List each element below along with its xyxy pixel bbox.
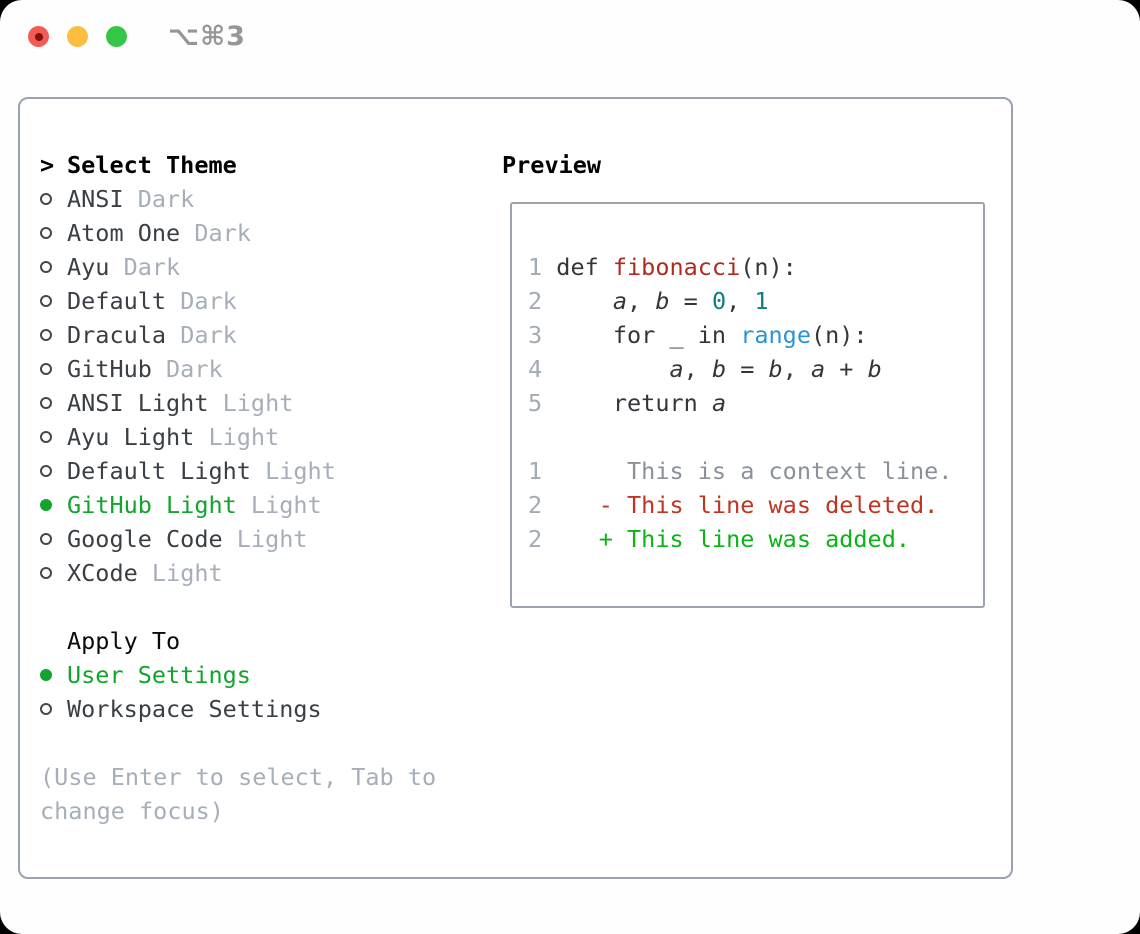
theme-options-list: ANSI Dark Atom One Dark Ayu Dark Default Da… xyxy=(40,182,440,590)
option-variant-label: Dark xyxy=(180,219,251,247)
option-variant-label: Light xyxy=(236,491,322,519)
option-label: XCode xyxy=(67,559,138,587)
select-theme-header: > Select Theme xyxy=(40,148,440,182)
traffic-lights xyxy=(28,26,127,47)
radio-unselected-icon xyxy=(40,329,52,341)
spacer xyxy=(40,590,440,624)
preview-title: Preview xyxy=(502,151,602,179)
option-label: Google Code xyxy=(67,525,223,553)
radio-unselected-icon xyxy=(40,465,52,477)
radio-unselected-icon xyxy=(40,431,52,443)
code-line: 1 This is a context line. xyxy=(528,457,953,485)
radio-unselected-icon xyxy=(40,567,52,579)
minimize-button[interactable] xyxy=(67,26,88,47)
zoom-button[interactable] xyxy=(106,26,127,47)
radio-unselected-icon xyxy=(40,363,52,375)
option-variant-label: Light xyxy=(250,457,336,485)
radio-unselected-icon xyxy=(40,703,52,715)
radio-unselected-icon xyxy=(40,261,52,273)
window-title: ⌥⌘3 xyxy=(168,21,246,52)
code-line xyxy=(528,420,952,454)
radio-unselected-icon xyxy=(40,295,52,307)
theme-option-ansi-light[interactable]: ANSI Light Light xyxy=(40,386,440,420)
close-button[interactable] xyxy=(28,26,49,47)
option-variant-label: Dark xyxy=(123,185,195,213)
theme-option-default-light[interactable]: Default Light Light xyxy=(40,454,440,488)
apply-to-title: Apply To xyxy=(67,627,181,655)
help-text: (Use Enter to select, Tab to change focu… xyxy=(40,763,437,825)
option-label: GitHub Light xyxy=(67,491,237,519)
theme-option-ayu[interactable]: Ayu Dark xyxy=(40,250,440,284)
code-line: 2 a, b = 0, 1 xyxy=(528,287,769,315)
apply-to-options-list: User Settings Workspace Settings xyxy=(40,658,440,726)
selection-caret: > xyxy=(40,151,55,179)
code-line: 4 a, b = b, a + b xyxy=(528,355,882,383)
theme-option-github[interactable]: GitHub Dark xyxy=(40,352,440,386)
theme-option-ansi[interactable]: ANSI Dark xyxy=(40,182,440,216)
option-variant-label: Light xyxy=(194,423,280,451)
option-label: Atom One xyxy=(67,219,181,247)
theme-option-github-light[interactable]: GitHub Light Light xyxy=(40,488,440,522)
theme-option-default[interactable]: Default Dark xyxy=(40,284,440,318)
option-label: GitHub xyxy=(67,355,152,383)
spacer xyxy=(40,726,440,760)
radio-unselected-icon xyxy=(40,533,52,545)
code-line: 3 for _ in range(n): xyxy=(528,321,868,349)
option-variant-label: Light xyxy=(208,389,294,417)
titlebar: ⌥⌘3 xyxy=(0,0,1140,72)
option-label: Ayu xyxy=(67,253,110,281)
code-line: 2 + This line was added. xyxy=(528,525,911,553)
option-variant-label: Dark xyxy=(166,287,237,315)
radio-unselected-icon xyxy=(40,397,52,409)
option-label: Dracula xyxy=(67,321,167,349)
theme-option-xcode[interactable]: XCode Light xyxy=(40,556,440,590)
radio-unselected-icon xyxy=(40,227,52,239)
theme-option-atom-one[interactable]: Atom One Dark xyxy=(40,216,440,250)
preview-box: 1 def fibonacci(n): 2 a, b = 0, 1 3 for _ … xyxy=(510,202,985,608)
option-label: Default Light xyxy=(67,457,251,485)
option-label: Workspace Settings xyxy=(67,695,322,723)
theme-option-ayu-light[interactable]: Ayu Light Light xyxy=(40,420,440,454)
option-variant-label: Dark xyxy=(109,253,181,281)
radio-selected-icon xyxy=(40,499,52,511)
apply-option-workspace-settings[interactable]: Workspace Settings xyxy=(40,692,440,726)
theme-option-dracula[interactable]: Dracula Dark xyxy=(40,318,440,352)
code-line: 2 - This line was deleted. xyxy=(528,491,939,519)
apply-to-header: Apply To xyxy=(40,624,440,658)
select-theme-title: Select Theme xyxy=(67,151,237,179)
theme-option-google-code[interactable]: Google Code Light xyxy=(40,522,440,556)
option-label: ANSI xyxy=(67,185,124,213)
code-preview: 1 def fibonacci(n): 2 a, b = 0, 1 3 for _ … xyxy=(528,250,952,556)
option-label: ANSI Light xyxy=(67,389,209,417)
radio-unselected-icon xyxy=(40,193,52,205)
option-label: Ayu Light xyxy=(67,423,195,451)
theme-picker-panel: > Select Theme ANSI Dark Atom One Dark Ayu … xyxy=(18,97,1013,879)
code-line: 5 return a xyxy=(528,389,727,417)
radio-selected-icon xyxy=(40,669,52,681)
apply-option-user-settings[interactable]: User Settings xyxy=(40,658,440,692)
option-label: Default xyxy=(67,287,167,315)
theme-list-column: > Select Theme ANSI Dark Atom One Dark Ayu … xyxy=(40,148,440,828)
option-variant-label: Dark xyxy=(166,321,237,349)
option-variant-label: Dark xyxy=(151,355,223,383)
option-label: User Settings xyxy=(67,661,251,689)
code-line: 1 def fibonacci(n): xyxy=(528,253,797,281)
option-variant-label: Light xyxy=(222,525,308,553)
option-variant-label: Light xyxy=(137,559,223,587)
